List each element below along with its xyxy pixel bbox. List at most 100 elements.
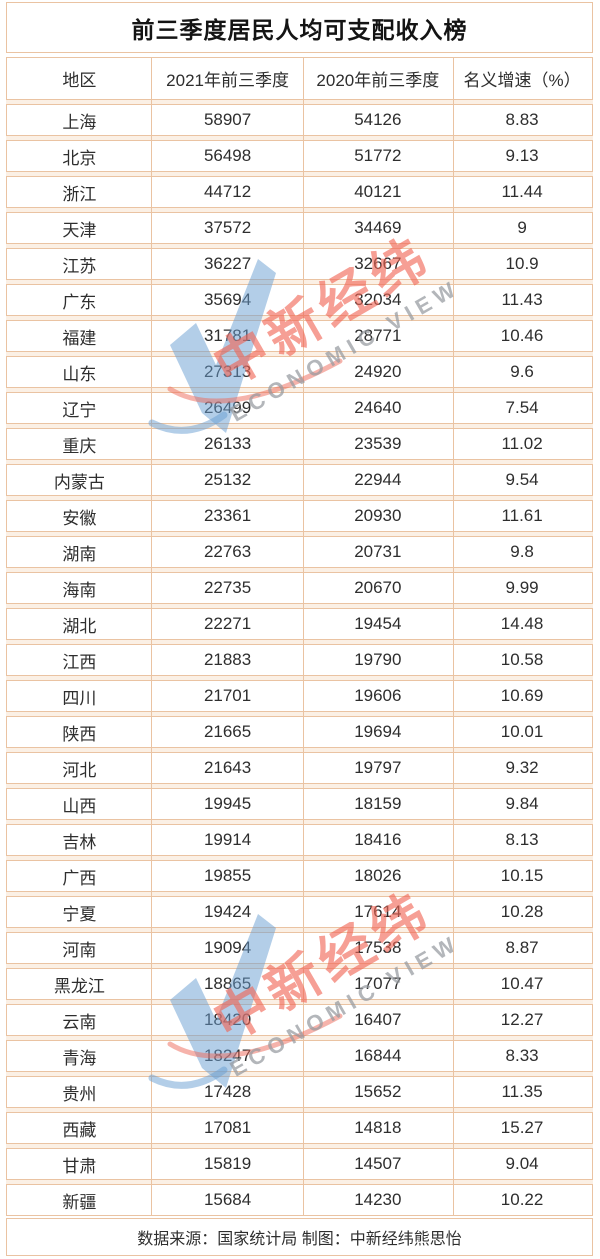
cell-region: 河南 — [62, 940, 97, 960]
cell-value-2021: 17428 — [203, 1082, 252, 1101]
header-region: 地区 — [62, 71, 97, 90]
cell-value-2021: 19424 — [203, 902, 252, 921]
cell-region: 浙江 — [62, 184, 97, 204]
table-row: 新疆 15684 14230 10.22 — [6, 1184, 593, 1216]
table-body: 上海 58907 54126 8.83 北京 56498 51772 9.13 … — [6, 104, 593, 1216]
table-row: 辽宁 26499 24640 7.54 — [6, 392, 593, 424]
cell-value-2021: 56498 — [203, 146, 252, 165]
cell-growth-rate: 9 — [517, 218, 527, 237]
cell-value-2020: 19790 — [354, 650, 402, 669]
table-row: 广西 19855 18026 10.15 — [6, 860, 593, 892]
cell-value-2021: 22271 — [203, 614, 252, 633]
table-row: 重庆 26133 23539 11.02 — [6, 428, 593, 460]
table-row: 四川 21701 19606 10.69 — [6, 680, 593, 712]
cell-value-2021: 25132 — [203, 470, 252, 489]
cell-region: 江苏 — [62, 256, 97, 276]
cell-value-2020: 17538 — [354, 938, 402, 957]
cell-growth-rate: 10.58 — [500, 650, 544, 669]
cell-value-2020: 34469 — [354, 218, 402, 237]
cell-value-2020: 19454 — [354, 614, 402, 633]
table-row: 贵州 17428 15652 11.35 — [6, 1076, 593, 1108]
cell-growth-rate: 8.83 — [505, 110, 539, 129]
cell-region: 湖北 — [62, 616, 97, 636]
cell-value-2021: 17081 — [203, 1118, 252, 1137]
cell-growth-rate: 8.87 — [505, 938, 539, 957]
income-table: 地区 2021年前三季度 2020年前三季度 名义增速（%） 上海 58907 … — [6, 57, 593, 1216]
table-row: 福建 31781 28771 10.46 — [6, 320, 593, 352]
cell-value-2021: 19094 — [203, 938, 252, 957]
cell-value-2020: 16407 — [354, 1010, 402, 1029]
cell-value-2021: 26499 — [203, 398, 252, 417]
cell-value-2021: 19945 — [203, 794, 252, 813]
cell-value-2021: 58907 — [203, 110, 252, 129]
cell-value-2020: 28771 — [354, 326, 402, 345]
table-row: 河北 21643 19797 9.32 — [6, 752, 593, 784]
cell-growth-rate: 10.01 — [500, 722, 544, 741]
cell-value-2020: 32034 — [354, 290, 402, 309]
cell-region: 广东 — [62, 292, 97, 312]
cell-region: 辽宁 — [62, 400, 97, 420]
cell-value-2020: 17614 — [354, 902, 402, 921]
cell-value-2021: 19914 — [203, 830, 252, 849]
cell-value-2021: 15819 — [203, 1154, 252, 1173]
table-row: 宁夏 19424 17614 10.28 — [6, 896, 593, 928]
cell-value-2020: 18416 — [354, 830, 402, 849]
table-row: 甘肃 15819 14507 9.04 — [6, 1148, 593, 1180]
cell-value-2021: 18420 — [203, 1010, 252, 1029]
cell-region: 北京 — [62, 148, 97, 168]
cell-growth-rate: 10.69 — [500, 686, 544, 705]
cell-value-2020: 17077 — [354, 974, 402, 993]
table-row: 上海 58907 54126 8.83 — [6, 104, 593, 136]
cell-value-2021: 22763 — [203, 542, 252, 561]
cell-region: 西藏 — [62, 1120, 97, 1140]
cell-value-2020: 32667 — [354, 254, 402, 273]
cell-region: 吉林 — [62, 832, 97, 852]
cell-region: 江西 — [62, 652, 97, 672]
table-row: 吉林 19914 18416 8.13 — [6, 824, 593, 856]
cell-value-2020: 16844 — [354, 1046, 402, 1065]
table-row: 云南 18420 16407 12.27 — [6, 1004, 593, 1036]
cell-growth-rate: 11.61 — [501, 506, 543, 525]
cell-growth-rate: 11.02 — [501, 434, 543, 453]
header-2021: 2021年前三季度 — [166, 71, 289, 90]
cell-value-2020: 18159 — [354, 794, 402, 813]
table-row: 湖北 22271 19454 14.48 — [6, 608, 593, 640]
cell-value-2021: 18247 — [203, 1046, 252, 1065]
cell-growth-rate: 14.48 — [500, 614, 544, 633]
table-row: 河南 19094 17538 8.87 — [6, 932, 593, 964]
cell-value-2021: 31781 — [203, 326, 252, 345]
cell-region: 上海 — [62, 112, 97, 132]
cell-value-2020: 20731 — [354, 542, 402, 561]
table-row: 海南 22735 20670 9.99 — [6, 572, 593, 604]
cell-growth-rate: 9.13 — [505, 146, 539, 165]
cell-growth-rate: 11.44 — [501, 182, 543, 201]
table-row: 山西 19945 18159 9.84 — [6, 788, 593, 820]
cell-region: 湖南 — [62, 544, 97, 564]
cell-growth-rate: 10.22 — [500, 1190, 544, 1209]
table-title-box: 前三季度居民人均可支配收入榜 — [6, 2, 593, 53]
table-row: 北京 56498 51772 9.13 — [6, 140, 593, 172]
cell-region: 黑龙江 — [53, 976, 105, 996]
cell-value-2020: 54126 — [354, 110, 402, 129]
cell-value-2021: 21883 — [203, 650, 252, 669]
cell-growth-rate: 9.84 — [505, 794, 539, 813]
cell-value-2021: 44712 — [203, 182, 252, 201]
cell-growth-rate: 11.35 — [501, 1082, 543, 1101]
cell-growth-rate: 9.32 — [505, 758, 539, 777]
cell-value-2020: 20670 — [354, 578, 402, 597]
cell-growth-rate: 9.04 — [505, 1154, 539, 1173]
column-divider — [151, 57, 153, 1216]
cell-region: 福建 — [62, 328, 97, 348]
cell-value-2020: 24920 — [354, 362, 402, 381]
cell-value-2021: 36227 — [203, 254, 252, 273]
cell-growth-rate: 10.47 — [500, 974, 544, 993]
cell-region: 云南 — [62, 1012, 97, 1032]
table-row: 湖南 22763 20731 9.8 — [6, 536, 593, 568]
cell-value-2021: 21701 — [203, 686, 252, 705]
table-row: 浙江 44712 40121 11.44 — [6, 176, 593, 208]
cell-value-2020: 14230 — [354, 1190, 402, 1209]
cell-region: 山西 — [62, 796, 97, 816]
cell-growth-rate: 9.8 — [510, 542, 534, 561]
cell-value-2020: 22944 — [354, 470, 402, 489]
